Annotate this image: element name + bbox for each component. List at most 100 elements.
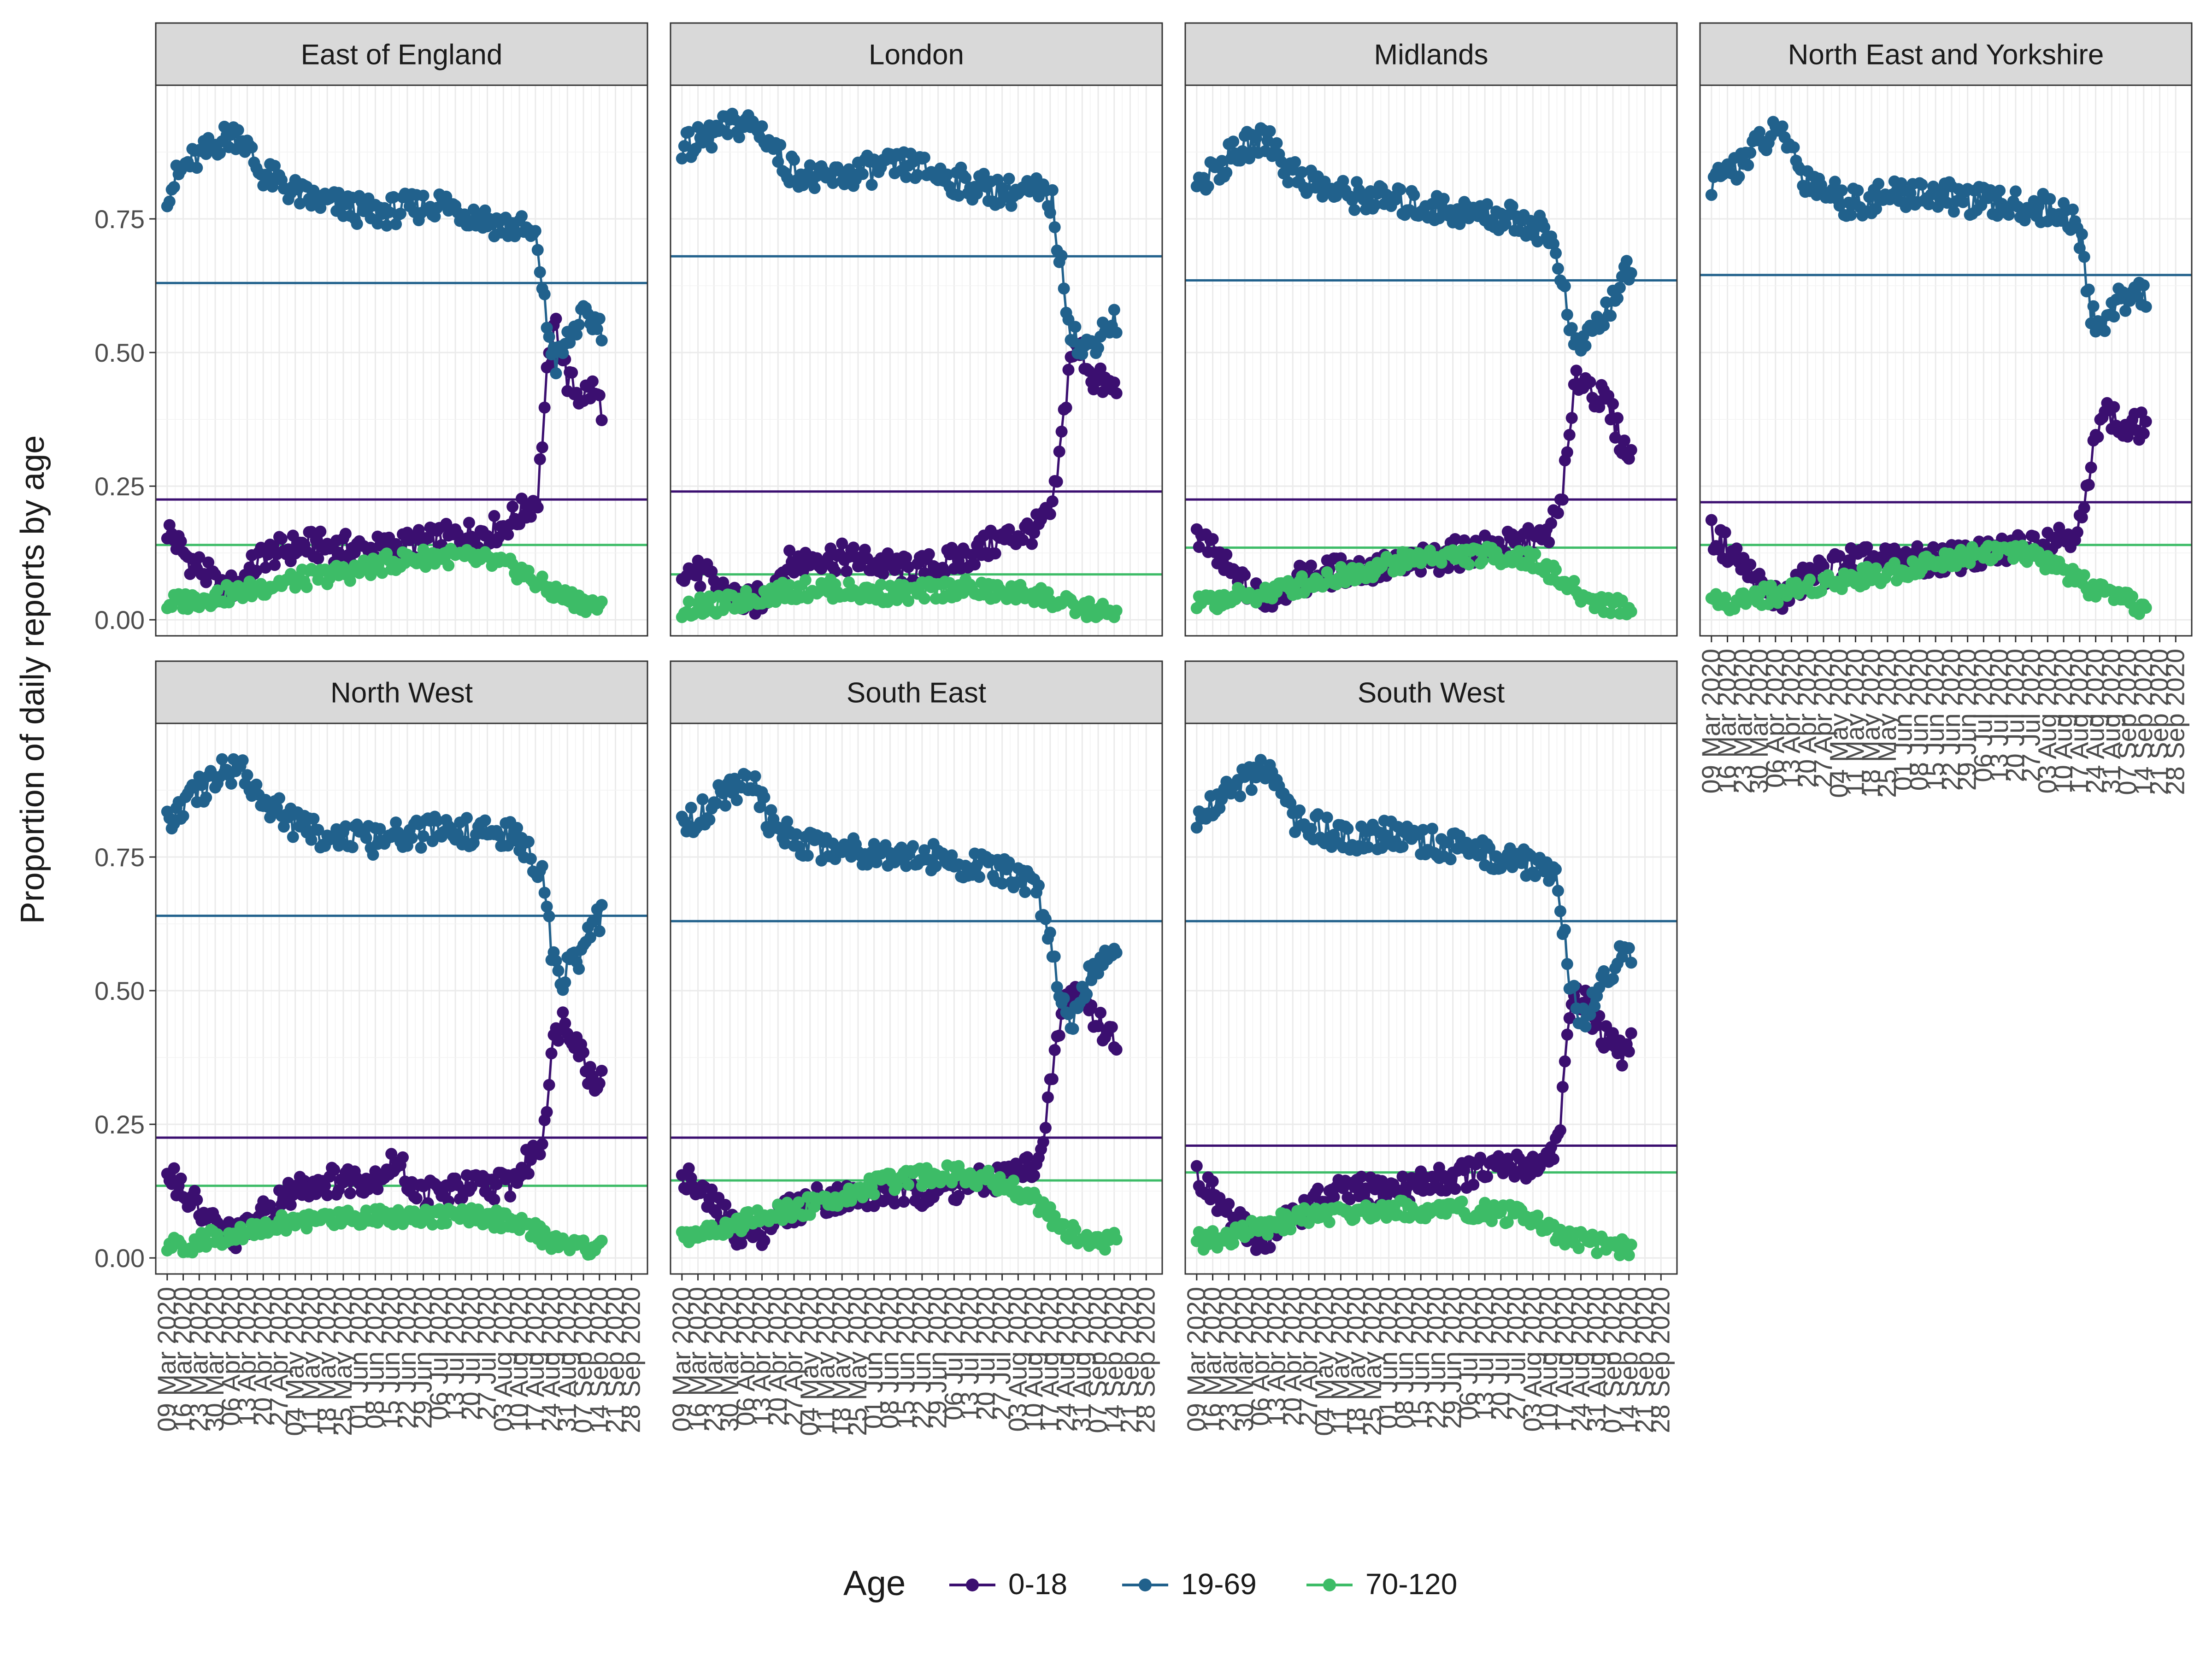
data-point-19-69 bbox=[1852, 184, 1864, 197]
data-point-19-69 bbox=[1559, 280, 1571, 293]
data-point-19-69 bbox=[163, 195, 176, 208]
data-point-70-120 bbox=[419, 561, 432, 573]
x-tick-label: 08 Jun 2020 bbox=[1904, 649, 1933, 791]
data-point-0-18 bbox=[1062, 364, 1075, 376]
data-point-19-69 bbox=[1916, 178, 1928, 191]
y-tick-label: 0.75 bbox=[94, 205, 145, 234]
data-point-0-18 bbox=[264, 1199, 276, 1212]
data-point-70-120 bbox=[1719, 591, 1731, 604]
data-point-0-18 bbox=[847, 541, 859, 554]
data-point-19-69 bbox=[1753, 126, 1765, 138]
data-point-70-120 bbox=[1568, 575, 1580, 587]
data-point-19-69 bbox=[543, 910, 555, 922]
data-point-0-18 bbox=[1593, 401, 1606, 413]
x-tick-label: 27 Apr 2020 bbox=[1808, 649, 1837, 788]
legend-entry-label: 19-69 bbox=[1181, 1567, 1257, 1601]
data-point-19-69 bbox=[1394, 183, 1406, 196]
data-point-19-69 bbox=[415, 841, 427, 854]
x-tick-label: 18 May 2020 bbox=[1856, 649, 1885, 798]
data-point-19-69 bbox=[2044, 193, 2056, 205]
data-point-70-120 bbox=[902, 595, 915, 607]
data-point-19-69 bbox=[1321, 811, 1333, 824]
x-tick-label: 20 Apr 2020 bbox=[1792, 649, 1821, 788]
data-point-19-69 bbox=[287, 831, 299, 843]
data-point-0-18 bbox=[1335, 552, 1347, 564]
data-point-70-120 bbox=[376, 567, 388, 579]
data-point-0-18 bbox=[344, 1187, 356, 1199]
data-point-0-18 bbox=[550, 312, 562, 325]
data-point-70-120 bbox=[699, 606, 711, 618]
data-point-19-69 bbox=[1426, 822, 1438, 835]
data-point-19-69 bbox=[216, 753, 228, 765]
data-point-70-120 bbox=[1625, 605, 1637, 618]
x-tick-label: 03 Aug 2020 bbox=[2032, 649, 2061, 794]
data-point-0-18 bbox=[1003, 523, 1015, 535]
data-point-0-18 bbox=[1037, 1136, 1049, 1148]
data-point-0-18 bbox=[557, 1006, 569, 1019]
data-point-0-18 bbox=[689, 569, 702, 581]
data-point-70-120 bbox=[875, 578, 887, 591]
data-point-0-18 bbox=[841, 565, 853, 578]
data-point-19-69 bbox=[1296, 166, 1308, 178]
data-point-0-18 bbox=[465, 1181, 477, 1193]
x-tick-label: 22 Jun 2020 bbox=[1936, 649, 1965, 791]
facet-title: London bbox=[869, 39, 964, 71]
data-point-19-69 bbox=[1561, 309, 1573, 321]
x-tick-label: 04 May 2020 bbox=[1824, 649, 1853, 798]
data-point-70-120 bbox=[595, 595, 608, 608]
data-point-19-69 bbox=[312, 824, 324, 836]
data-point-19-69 bbox=[573, 318, 585, 331]
data-point-19-69 bbox=[1605, 310, 1617, 322]
data-point-0-18 bbox=[506, 500, 519, 513]
data-point-70-120 bbox=[506, 558, 519, 570]
data-point-0-18 bbox=[1094, 1007, 1106, 1019]
data-point-0-18 bbox=[463, 516, 475, 529]
data-point-19-69 bbox=[1408, 189, 1420, 201]
data-point-0-18 bbox=[284, 1199, 297, 1211]
data-point-0-18 bbox=[1305, 559, 1317, 572]
data-point-70-120 bbox=[1463, 558, 1475, 571]
data-point-19-69 bbox=[1069, 321, 1082, 333]
data-point-19-69 bbox=[1058, 282, 1070, 295]
data-point-19-69 bbox=[1058, 992, 1070, 1004]
data-point-19-69 bbox=[1506, 200, 1518, 212]
data-point-0-18 bbox=[1719, 526, 1731, 539]
data-point-70-120 bbox=[212, 584, 224, 597]
data-point-19-69 bbox=[390, 816, 402, 829]
x-tick-label: 30 Mar 2020 bbox=[1744, 649, 1773, 793]
x-tick-label: 06 Jul 2020 bbox=[1968, 649, 1997, 782]
data-point-0-18 bbox=[559, 1017, 571, 1030]
data-point-0-18 bbox=[1561, 1028, 1573, 1041]
legend-key-point bbox=[966, 1579, 979, 1591]
data-point-70-120 bbox=[902, 1179, 915, 1191]
data-point-19-69 bbox=[1620, 255, 1633, 267]
data-point-19-69 bbox=[1044, 206, 1056, 219]
facet-title: East of England bbox=[301, 39, 503, 71]
data-point-19-69 bbox=[973, 871, 985, 883]
data-point-19-69 bbox=[522, 835, 535, 848]
facet-panel: London bbox=[670, 22, 1163, 637]
x-tick-label: 29 Jun 2020 bbox=[1953, 649, 1982, 791]
data-point-19-69 bbox=[1598, 319, 1610, 332]
data-point-19-69 bbox=[1081, 988, 1093, 1000]
data-point-0-18 bbox=[552, 1034, 565, 1047]
data-point-70-120 bbox=[1625, 1238, 1637, 1251]
data-point-19-69 bbox=[307, 813, 320, 825]
data-point-19-69 bbox=[374, 823, 386, 835]
data-point-0-18 bbox=[1623, 1045, 1635, 1058]
data-point-0-18 bbox=[2076, 511, 2088, 523]
data-point-0-18 bbox=[502, 528, 514, 541]
data-point-0-18 bbox=[1467, 1179, 1480, 1191]
data-point-0-18 bbox=[1190, 1160, 1203, 1172]
data-point-0-18 bbox=[1206, 1175, 1219, 1188]
data-point-19-69 bbox=[1048, 221, 1061, 234]
data-point-0-18 bbox=[2108, 401, 2120, 413]
x-tick-label: 28 Sep 2020 bbox=[1131, 1287, 1160, 1433]
data-point-70-120 bbox=[1007, 1174, 1020, 1187]
data-point-19-69 bbox=[1202, 180, 1214, 193]
data-point-19-69 bbox=[682, 126, 695, 138]
data-point-0-18 bbox=[175, 1172, 187, 1185]
data-point-19-69 bbox=[559, 976, 571, 989]
legend: Age 0-18 19-69 70-120 bbox=[843, 1564, 1457, 1603]
y-tick-label: 0.50 bbox=[94, 338, 145, 367]
